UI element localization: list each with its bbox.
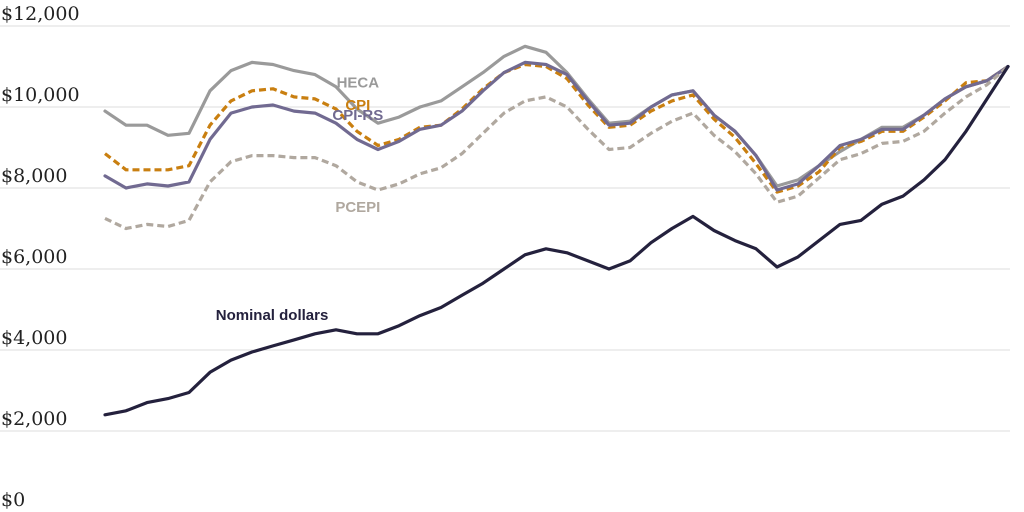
y-tick-label-6000: $6,000 xyxy=(1,246,67,268)
y-axis-tick-labels: $0 $2,000 $4,000 $6,000 $8,000 $10,000 $12,000 xyxy=(1,3,80,511)
series-label-pcepi: PCEPI xyxy=(335,199,380,216)
series-line-heca xyxy=(103,44,1010,188)
series-label-cpi-rs: CPI-RS xyxy=(332,107,383,124)
series-line-pcepi xyxy=(104,65,1010,231)
y-tick-label-10000: $10,000 xyxy=(1,84,80,106)
series-label-heca: HECA xyxy=(337,75,380,92)
y-tick-label-8000: $8,000 xyxy=(1,165,67,187)
y-tick-label-4000: $4,000 xyxy=(1,327,67,349)
series-line-cpi xyxy=(104,62,1009,194)
series-line-nominal-dollars xyxy=(103,64,1010,417)
y-tick-label-0: $0 xyxy=(1,489,25,511)
grid-lines xyxy=(0,25,1010,432)
series-lines xyxy=(103,44,1010,417)
series-label-cpi: CPI xyxy=(345,97,370,114)
y-tick-label-2000: $2,000 xyxy=(1,408,67,430)
series-label-nominal-dollars: Nominal dollars xyxy=(216,307,329,324)
series-line-cpi-rs xyxy=(103,60,1010,192)
y-tick-label-12000: $12,000 xyxy=(1,3,80,25)
